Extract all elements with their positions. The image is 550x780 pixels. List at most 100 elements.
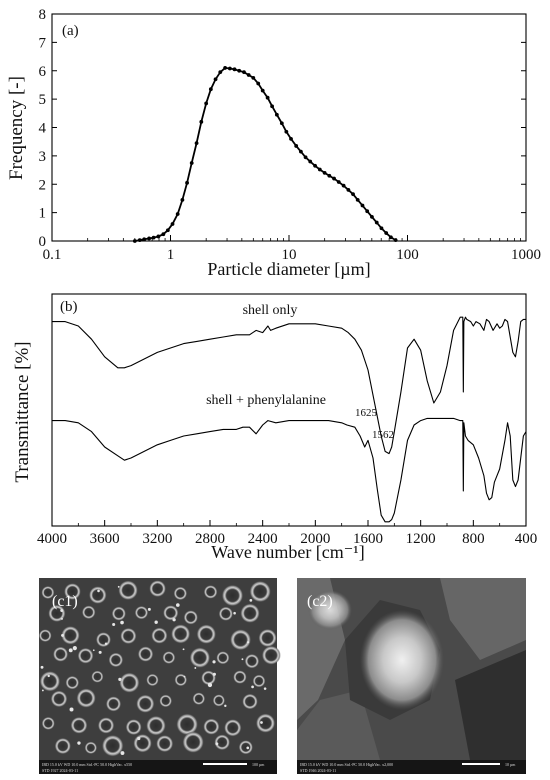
micrograph-c1-speck bbox=[72, 646, 77, 651]
micrograph-c1-speck bbox=[120, 620, 124, 625]
panel-a-data-point bbox=[274, 112, 279, 117]
panel-a-data-point bbox=[289, 136, 293, 141]
micrograph-c1-speck bbox=[233, 611, 236, 615]
panel-a-data-point bbox=[204, 101, 209, 106]
micrograph-c1-particle bbox=[162, 651, 176, 664]
micrograph-c1-particle bbox=[212, 694, 226, 707]
micrograph-c1-particle bbox=[52, 646, 69, 662]
panel-a-data-point bbox=[279, 121, 284, 126]
micrograph-c1-speck bbox=[207, 682, 213, 688]
micrograph-c1-speck bbox=[263, 687, 267, 690]
micrograph-c1-particle bbox=[244, 653, 260, 669]
panel-a-data-point bbox=[317, 167, 322, 172]
micrograph-c1-particle bbox=[63, 583, 81, 601]
micrograph-c1-speck bbox=[182, 648, 185, 651]
micrograph-c1-speck bbox=[68, 648, 73, 653]
micrograph-c1-particle bbox=[48, 604, 66, 623]
panel-a-data-point bbox=[142, 237, 147, 242]
panel-a-data-point bbox=[384, 231, 389, 235]
panel-a-data-point bbox=[189, 161, 194, 165]
panel-b-series bbox=[52, 316, 527, 523]
panel-a-series-line bbox=[134, 66, 397, 242]
micrograph-c1-speck bbox=[246, 746, 250, 750]
micrograph-c1-particle bbox=[174, 673, 188, 687]
micrograph-c1-speck bbox=[212, 672, 216, 676]
micrograph-c1-footer-line2: STD 1927 2024-03-11 bbox=[42, 768, 78, 773]
micrograph-c1-particle bbox=[196, 624, 217, 644]
micrograph-c1-particle bbox=[105, 696, 122, 712]
micrograph-c1-particle bbox=[137, 646, 154, 662]
panel-a-x-tick-label: 1 bbox=[167, 247, 175, 263]
micrograph-c1-particle bbox=[238, 740, 254, 755]
micrograph-c1-speck bbox=[60, 609, 64, 613]
micrograph-c1-particle bbox=[192, 692, 206, 706]
micrograph-c2-small-aggregate bbox=[308, 590, 352, 630]
micrograph-c1-speck bbox=[251, 685, 254, 689]
micrograph-c1-particle bbox=[125, 719, 142, 736]
micrograph-c1-particle bbox=[146, 673, 159, 687]
micrograph-c1-speck bbox=[69, 707, 74, 712]
panel-b-label: (b) bbox=[60, 299, 78, 315]
panel-a-data-point bbox=[194, 141, 199, 146]
micrograph-c2-facet-3 bbox=[455, 650, 526, 760]
micrograph-c1-particle bbox=[38, 629, 52, 643]
panel-b-x-tick-label: 1600 bbox=[353, 531, 383, 547]
micrograph-c1-particle bbox=[91, 670, 104, 683]
micrograph-c1-speck bbox=[77, 741, 81, 745]
panel-b-x-tick-label: 3600 bbox=[90, 531, 120, 547]
panel-a-data-point bbox=[132, 239, 137, 243]
micrograph-c1-particle bbox=[216, 651, 230, 665]
micrograph-c1-scale-bar bbox=[203, 763, 247, 765]
annotation-shell-phenylalanine: shell + phenylalanine bbox=[206, 393, 326, 408]
micrograph-c1-particle bbox=[240, 603, 260, 624]
micrograph-c2-footer-line2: STD 1946 2024-03-11 bbox=[300, 768, 336, 773]
panel-b-x-tick-label: 4000 bbox=[37, 531, 67, 547]
micrograph-c1-particle bbox=[183, 610, 198, 625]
panel-b-y-axis-label: Transmittance [%] bbox=[12, 341, 33, 482]
panel-a-data-point bbox=[284, 129, 289, 134]
micrograph-c2: IBD 15.0 kV WD 10.0 mm Std.-PC 50.0 High… bbox=[297, 578, 526, 774]
micrograph-c2-facet-4 bbox=[297, 690, 380, 760]
micrograph-c1-speck bbox=[118, 677, 122, 681]
micrograph-c1-particle bbox=[203, 718, 220, 735]
micrograph-c1-particle bbox=[258, 628, 277, 648]
micrograph-c1-speck bbox=[147, 607, 151, 611]
panel-a-y-tick-label: 7 bbox=[39, 35, 47, 51]
micrograph-c1-particle bbox=[214, 734, 231, 751]
micrograph-c1-particle bbox=[119, 672, 140, 693]
micrograph-c1-speck bbox=[194, 667, 197, 669]
panel-a-data-point bbox=[332, 176, 336, 181]
micrograph-c1-particle bbox=[41, 585, 55, 600]
micrograph-c1-scale-text: 100 µm bbox=[252, 762, 265, 767]
panel-b-x-tick-label: 2400 bbox=[248, 531, 278, 547]
micrograph-c1-particle bbox=[146, 715, 166, 736]
panel-a-data-point bbox=[393, 238, 398, 243]
micrograph-c1-speck bbox=[98, 650, 102, 654]
micrograph-c1-particle bbox=[111, 606, 127, 621]
micrograph-c1-particle bbox=[118, 580, 139, 601]
panel-a-data-point bbox=[218, 70, 223, 75]
micrograph-c1-particle bbox=[162, 605, 179, 621]
micrograph-c1-particle bbox=[88, 586, 107, 604]
panel-a-y-axis-label: Frequency [-] bbox=[6, 76, 27, 180]
annotation-shell-only: shell only bbox=[243, 303, 298, 318]
panel-a-data-point bbox=[360, 203, 365, 208]
micrograph-c1-particle bbox=[223, 719, 242, 737]
panel-a-x-tick-label: 1000 bbox=[511, 247, 541, 263]
panel-b-series-shell-only bbox=[52, 316, 526, 455]
panel-a-plot-frame bbox=[51, 13, 527, 242]
panel-b-x-tick-label: 400 bbox=[515, 531, 538, 547]
panel-a-data-point bbox=[147, 236, 152, 241]
panel-a-data-point bbox=[351, 192, 355, 197]
micrograph-c1-particle bbox=[95, 632, 112, 648]
annotation-peak-1625: 1625 bbox=[355, 407, 378, 419]
panel-a-data-point bbox=[322, 171, 327, 175]
panel-a-data-point bbox=[313, 163, 317, 168]
panel-a-data-point bbox=[388, 235, 393, 240]
micrograph-c1-particle bbox=[77, 647, 94, 664]
micrograph-c1-particle bbox=[242, 693, 258, 710]
panel-a-data-point bbox=[156, 234, 161, 239]
micrograph-c1-speck bbox=[120, 751, 125, 755]
panel-a-data-point bbox=[137, 238, 142, 243]
panel-a-series bbox=[132, 66, 398, 243]
